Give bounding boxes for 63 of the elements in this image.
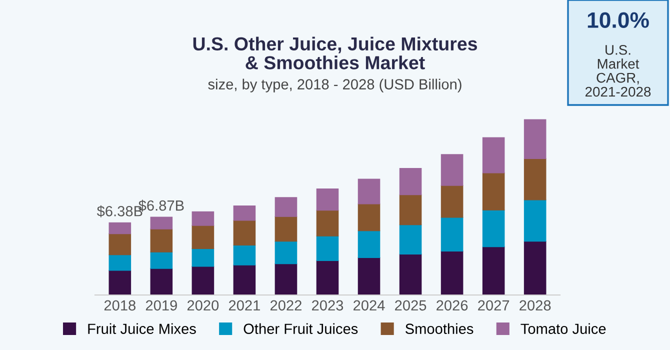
- bar: [440, 217, 464, 252]
- bar: [482, 210, 505, 248]
- bar: [150, 216, 173, 230]
- bar: [316, 236, 339, 261]
- chart-title: U.S. Other Juice, Juice Mixtures & Smoothies Market: [193, 36, 477, 70]
- bar: [316, 260, 339, 295]
- bar: [482, 172, 505, 210]
- bar: [482, 137, 505, 174]
- bar: [399, 194, 422, 226]
- chart-subtitle: size, by type, 2018 - 2028 (USD Billion): [208, 78, 462, 92]
- bar: [358, 230, 380, 258]
- bar: [108, 270, 132, 295]
- bar: [358, 178, 380, 204]
- bar: [274, 216, 298, 242]
- bar: [233, 220, 256, 246]
- bar: [192, 225, 214, 250]
- x-tick-label: 2025: [395, 300, 426, 311]
- x-tick-label: 2020: [187, 300, 219, 311]
- bar: [192, 211, 214, 226]
- bar: [524, 200, 546, 242]
- x-tick-label: 2019: [146, 300, 177, 311]
- legend-label: Fruit Juice Mixes: [88, 323, 196, 334]
- bar: [399, 254, 422, 295]
- bar: [399, 168, 422, 196]
- legend-label: Tomato Juice: [520, 323, 606, 334]
- bar: [233, 206, 256, 221]
- bar: [524, 158, 546, 200]
- bar: [150, 228, 173, 252]
- text: U.S. Market CAGR, 2021-2028: [585, 44, 651, 97]
- x-tick-label: 2023: [312, 300, 344, 311]
- bar: [358, 204, 380, 232]
- bar: [316, 210, 339, 236]
- legend-label: Other Fruit Juices: [244, 323, 358, 334]
- bar: [108, 233, 132, 256]
- bar: [482, 246, 505, 295]
- x-tick-label: 2028: [520, 300, 551, 311]
- bar: [274, 197, 298, 217]
- bar: [274, 240, 298, 264]
- bar: [399, 224, 422, 254]
- bar: [440, 250, 464, 295]
- bar: [108, 222, 132, 234]
- bar: [274, 263, 298, 295]
- bar: [192, 266, 214, 295]
- bar: [524, 240, 546, 295]
- bar: [358, 257, 380, 295]
- x-tick-label: 2027: [478, 300, 510, 311]
- x-tick-label: 2024: [354, 300, 385, 311]
- bar: [316, 188, 339, 211]
- x-tick-label: 2026: [436, 300, 468, 311]
- x-tick-label: 2022: [270, 300, 302, 311]
- legend-label: Smoothies: [405, 323, 474, 334]
- x-tick-label: 2021: [228, 300, 260, 311]
- bar: [108, 254, 132, 271]
- bar: [233, 264, 256, 295]
- bar: [233, 244, 256, 266]
- x-tick-label: 2018: [104, 300, 136, 311]
- bar: [150, 252, 173, 269]
- bar: [150, 268, 173, 295]
- bar: [440, 154, 464, 186]
- bar: [524, 119, 546, 160]
- bar: [192, 248, 214, 267]
- bar: [440, 185, 464, 218]
- text: 10.0%: [588, 12, 649, 28]
